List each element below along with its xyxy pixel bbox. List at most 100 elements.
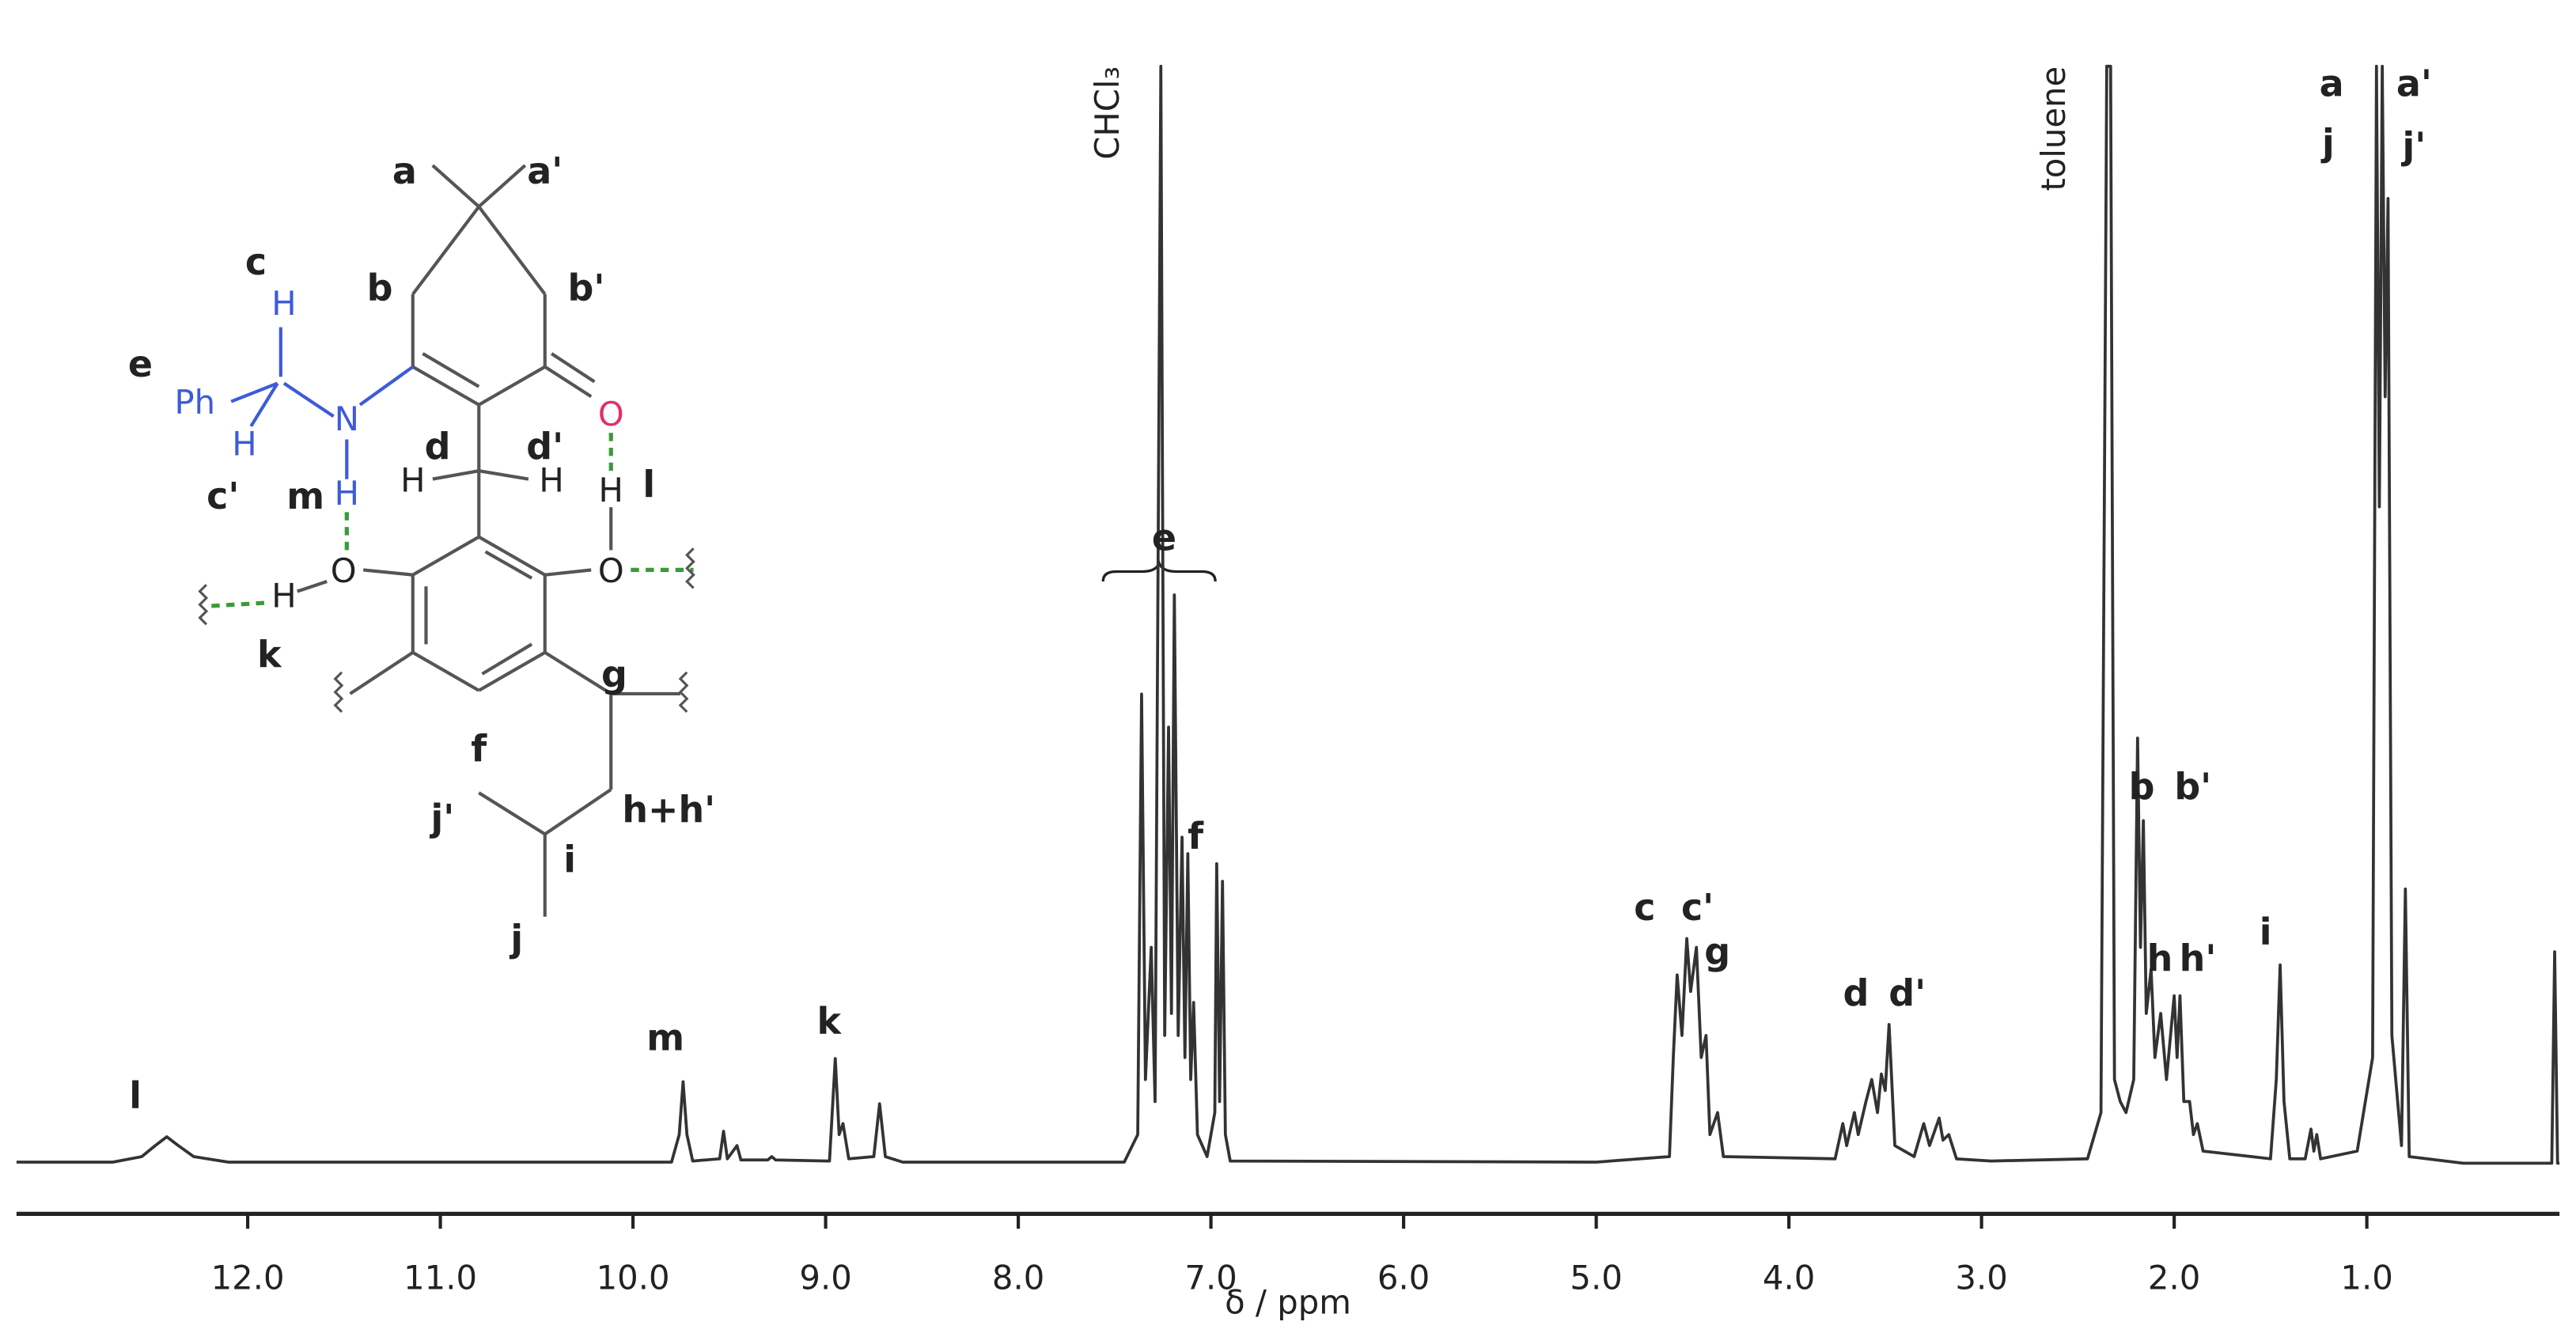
x-axis-label: δ / ppm bbox=[1225, 1283, 1351, 1322]
peak-label: c bbox=[1634, 886, 1655, 929]
structure-label: j bbox=[509, 918, 523, 960]
peak-label: d bbox=[1843, 971, 1869, 1014]
x-tick-label: 5.0 bbox=[1570, 1258, 1622, 1297]
atom-label: H bbox=[271, 576, 296, 615]
bond bbox=[432, 469, 479, 481]
bond bbox=[544, 568, 592, 577]
bond bbox=[411, 365, 480, 407]
bond bbox=[544, 650, 612, 695]
wavy-bond bbox=[685, 547, 695, 589]
bond bbox=[477, 205, 547, 296]
x-tick-label: 9.0 bbox=[799, 1258, 851, 1297]
structure-label: a' bbox=[527, 150, 563, 192]
peak-label: d' bbox=[1888, 971, 1926, 1014]
structure-label: a bbox=[392, 150, 417, 192]
x-tick-label: 1.0 bbox=[2340, 1258, 2392, 1297]
structure-label: c bbox=[245, 240, 267, 283]
bond bbox=[230, 381, 278, 403]
bond bbox=[550, 352, 596, 384]
peak-label: j bbox=[2320, 121, 2335, 164]
structure-label: c' bbox=[206, 475, 239, 517]
bond bbox=[478, 650, 546, 692]
bond bbox=[411, 205, 480, 296]
bond bbox=[411, 535, 480, 577]
atom-label: N bbox=[335, 400, 359, 438]
bond bbox=[422, 352, 480, 388]
structure-label: e bbox=[128, 343, 153, 385]
structure-label: d bbox=[425, 426, 451, 468]
peak-label: b bbox=[2129, 765, 2155, 808]
x-tick-label: 4.0 bbox=[1763, 1258, 1815, 1297]
hydrogen-bond bbox=[206, 600, 265, 608]
x-tick-label: 2.0 bbox=[2148, 1258, 2200, 1297]
x-tick-label: 11.0 bbox=[403, 1258, 477, 1297]
structure-label: f bbox=[471, 727, 487, 770]
atom-label: O bbox=[598, 551, 624, 590]
atom-label: H bbox=[599, 471, 623, 509]
bond bbox=[544, 365, 593, 399]
bond bbox=[544, 788, 612, 836]
x-tick-label: 3.0 bbox=[1955, 1258, 2007, 1297]
peak-label: k bbox=[816, 1000, 842, 1043]
structure-label: b' bbox=[567, 267, 604, 309]
wavy-bond bbox=[198, 584, 209, 626]
wavy-bond bbox=[678, 671, 689, 714]
x-tick-label: 8.0 bbox=[992, 1258, 1044, 1297]
bond bbox=[478, 535, 546, 577]
peak-label: b' bbox=[2174, 765, 2211, 808]
atom-label: H bbox=[539, 460, 563, 499]
structure-label: k bbox=[257, 634, 282, 676]
bond bbox=[249, 382, 279, 427]
bond bbox=[297, 580, 328, 593]
structure-label: i bbox=[563, 838, 576, 880]
atom-label: Ph bbox=[174, 383, 215, 422]
x-tick-label: 12.0 bbox=[211, 1258, 285, 1297]
bond bbox=[478, 791, 546, 836]
bond bbox=[349, 651, 414, 695]
atom-label: H bbox=[335, 474, 359, 513]
atom-label: H bbox=[232, 424, 256, 463]
peak-label: h' bbox=[2180, 937, 2217, 980]
peak-label: a' bbox=[2396, 62, 2432, 104]
peak-label: j' bbox=[2401, 125, 2426, 168]
peak-label: m bbox=[646, 1017, 684, 1059]
peak-label: l bbox=[129, 1074, 142, 1117]
peak-label: e bbox=[1152, 516, 1176, 559]
bond bbox=[282, 381, 335, 418]
solvent-label: CHCl₃ bbox=[1088, 66, 1127, 160]
spectrum-line bbox=[16, 64, 2560, 1165]
bond bbox=[484, 550, 533, 580]
atom-label: H bbox=[271, 284, 296, 323]
atom-label: H bbox=[400, 460, 425, 499]
peak-label: c' bbox=[1681, 886, 1714, 929]
peak-label: h bbox=[2147, 937, 2173, 980]
x-tick-label: 7.0 bbox=[1184, 1258, 1237, 1297]
bond bbox=[431, 164, 480, 208]
bond bbox=[477, 164, 527, 208]
solvent-label: toluene bbox=[2034, 66, 2073, 191]
peak-label: g bbox=[1704, 930, 1730, 973]
structure-label: d' bbox=[526, 426, 563, 468]
x-tick-label: 6.0 bbox=[1377, 1258, 1430, 1297]
structure-label: m bbox=[286, 475, 324, 517]
atom-label: O bbox=[598, 395, 624, 434]
structure-label: h+h' bbox=[622, 789, 715, 831]
bond bbox=[478, 365, 546, 407]
bond bbox=[478, 469, 529, 481]
bond bbox=[411, 650, 480, 692]
atom-label: O bbox=[331, 551, 357, 590]
peak-label: i bbox=[2260, 911, 2272, 953]
peak-label: a bbox=[2320, 62, 2344, 104]
structure-label: l bbox=[642, 464, 655, 506]
structure-label: g bbox=[601, 653, 627, 696]
structure-label: j' bbox=[429, 797, 454, 839]
wavy-bond bbox=[333, 671, 344, 714]
bond bbox=[362, 568, 414, 577]
peak-label: f bbox=[1188, 815, 1204, 858]
bond bbox=[481, 642, 533, 676]
structure-label: b bbox=[367, 267, 393, 309]
